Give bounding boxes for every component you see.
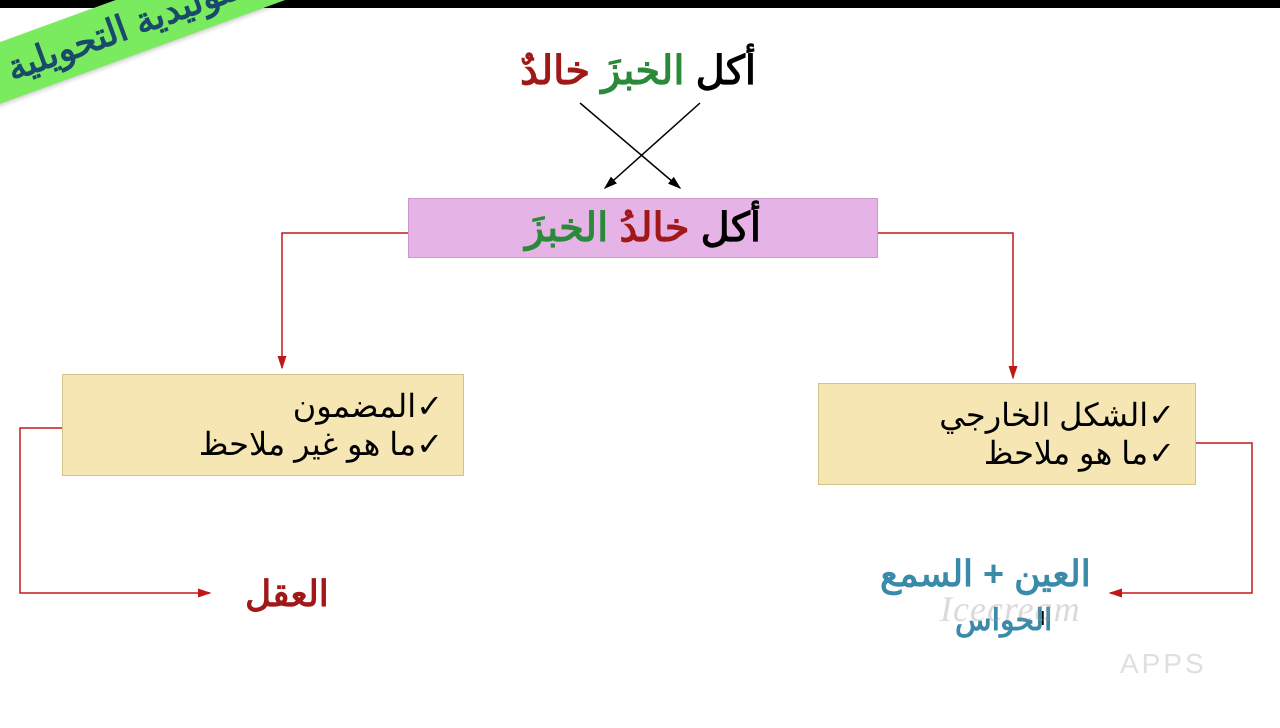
watermark-apps: APPS xyxy=(1120,648,1207,680)
banner-label: التوليدية التحويلية xyxy=(0,0,287,108)
diagram-arrows xyxy=(0,8,1280,728)
yellow-box-left: ✓المضمون✓ما هو غير ملاحظ xyxy=(62,374,464,476)
yellow-box-right: ✓الشكل الخارجي✓ما هو ملاحظ xyxy=(818,383,1196,485)
pink-sentence-box: أكل خالدُ الخبزَ xyxy=(408,198,878,258)
watermark-brand: Icecream xyxy=(940,588,1081,630)
result-left: العقل xyxy=(245,573,329,615)
top-sentence: أكل الخبزَ خالدٌ xyxy=(520,48,756,94)
